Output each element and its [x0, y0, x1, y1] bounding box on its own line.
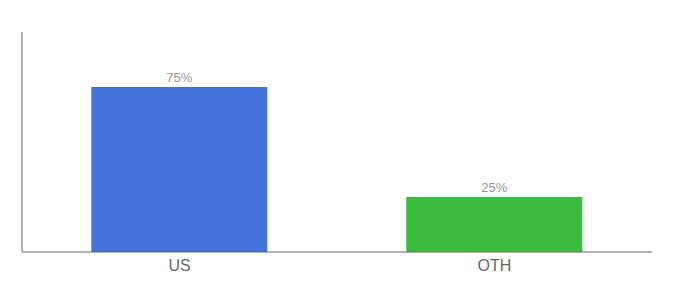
- svg-text:25%: 25%: [481, 180, 507, 195]
- svg-text:OTH: OTH: [478, 257, 512, 274]
- svg-text:US: US: [168, 257, 190, 274]
- svg-text:75%: 75%: [166, 70, 192, 85]
